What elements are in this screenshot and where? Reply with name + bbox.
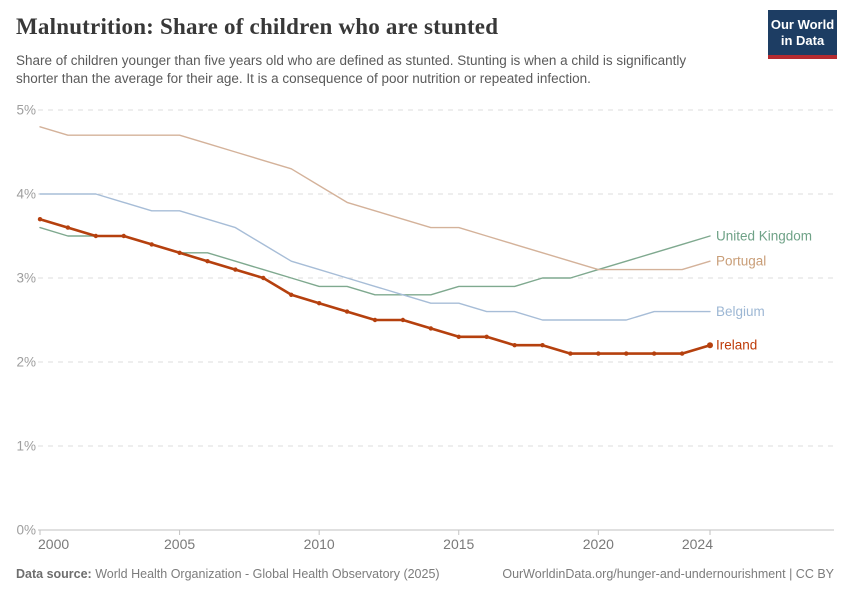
x-axis-label: 2010 xyxy=(304,536,335,552)
series-marker-ireland xyxy=(233,267,238,272)
x-axis-label: 2024 xyxy=(682,536,713,552)
data-source-label: Data source: xyxy=(16,567,92,581)
series-marker-ireland xyxy=(121,233,126,239)
y-axis-label: 3% xyxy=(16,271,36,286)
chart-subtitle-line1: Share of children younger than five year… xyxy=(16,53,687,68)
data-source-text: World Health Organization - Global Healt… xyxy=(91,567,440,581)
series-marker-ireland xyxy=(344,309,350,314)
series-label-ireland[interactable]: Ireland xyxy=(716,338,757,353)
series-marker-ireland xyxy=(596,351,601,356)
series-marker-ireland xyxy=(205,259,210,264)
series-label-united-kingdom[interactable]: United Kingdom xyxy=(716,229,812,244)
series-marker-ireland xyxy=(679,351,685,356)
owid-logo-line1: Our World xyxy=(770,17,835,32)
owid-logo[interactable]: Our World in Data xyxy=(768,10,837,59)
series-marker-ireland xyxy=(65,225,71,230)
owid-logo-accent-bar xyxy=(768,55,837,59)
series-marker-ireland xyxy=(707,342,713,349)
series-marker-ireland xyxy=(456,334,461,339)
x-axis-label: 2020 xyxy=(583,536,614,552)
data-source-note: Data source: World Health Organization -… xyxy=(16,567,440,581)
owid-citation-link[interactable]: OurWorldinData.org/hunger-and-undernouri… xyxy=(502,567,834,581)
series-marker-ireland xyxy=(316,301,322,306)
series-label-belgium[interactable]: Belgium xyxy=(716,304,765,319)
y-axis-label: 0% xyxy=(16,523,36,538)
x-axis-label: 2015 xyxy=(443,536,474,552)
y-axis-label: 4% xyxy=(16,187,36,202)
series-marker-ireland xyxy=(400,317,406,323)
series-marker-ireland xyxy=(568,351,573,356)
x-axis-label: 2000 xyxy=(38,536,69,552)
series-marker-ireland xyxy=(484,334,489,339)
series-marker-ireland xyxy=(651,351,657,356)
series-marker-ireland xyxy=(289,292,294,297)
series-marker-ireland xyxy=(372,317,378,323)
series-label-portugal[interactable]: Portugal xyxy=(716,254,766,269)
series-marker-ireland xyxy=(428,326,434,331)
page-title: Malnutrition: Share of children who are … xyxy=(16,14,499,39)
series-marker-ireland xyxy=(540,343,545,348)
chart-subtitle-line2: shorter than the average for their age. … xyxy=(16,71,591,86)
series-line-united-kingdom[interactable] xyxy=(39,226,711,296)
y-axis-label: 1% xyxy=(16,439,36,454)
series-marker-ireland xyxy=(37,217,43,222)
series-marker-ireland xyxy=(261,275,266,281)
series-line-portugal[interactable] xyxy=(39,126,711,271)
y-axis-label: 2% xyxy=(16,355,36,370)
owid-logo-line2: in Data xyxy=(780,33,825,48)
series-marker-ireland xyxy=(512,343,517,348)
series-marker-ireland xyxy=(93,233,99,239)
series-marker-ireland xyxy=(149,242,154,247)
y-axis-label: 5% xyxy=(16,103,36,118)
chart-footer: Data source: World Health Organization -… xyxy=(16,567,834,581)
series-marker-ireland xyxy=(624,351,629,356)
x-axis-label: 2005 xyxy=(164,536,195,552)
series-marker-ireland xyxy=(177,250,182,255)
series-line-belgium[interactable] xyxy=(39,193,711,321)
